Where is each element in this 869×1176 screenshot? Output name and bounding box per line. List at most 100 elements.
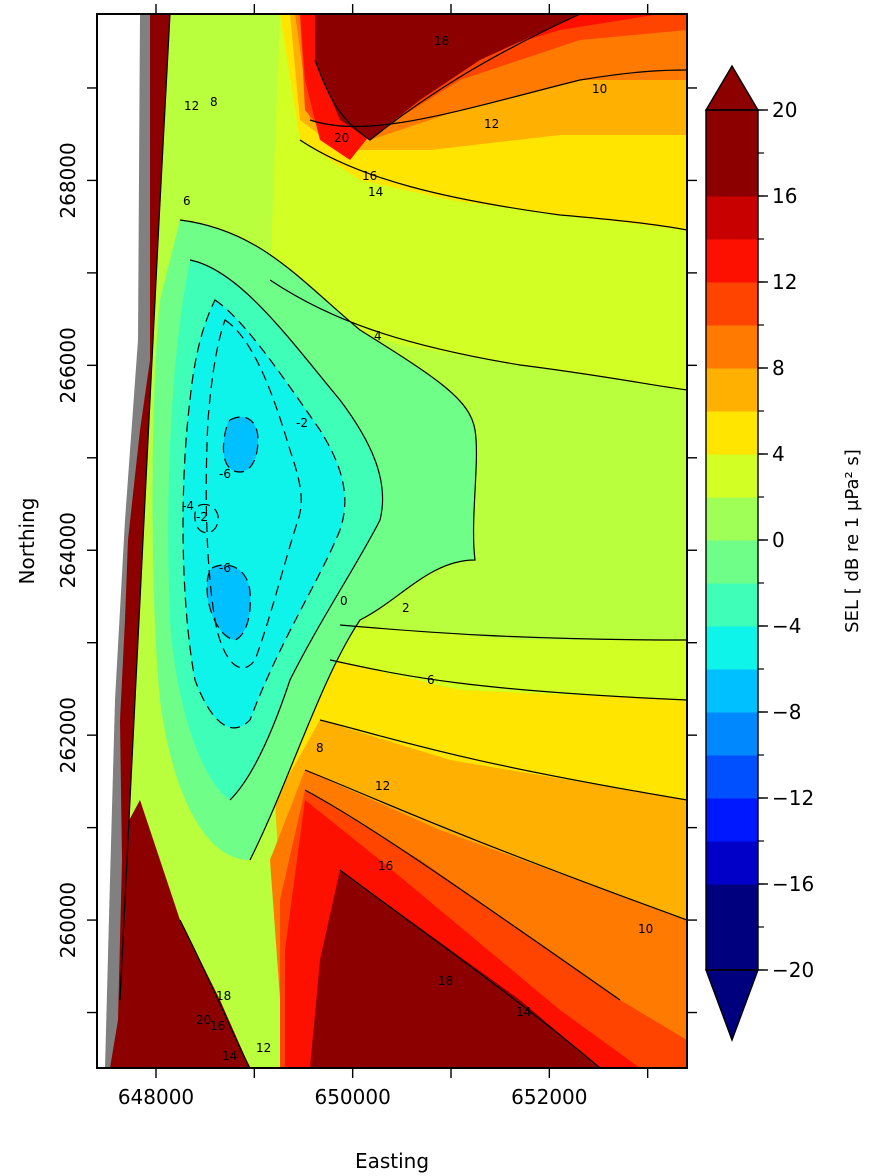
colorbar-band xyxy=(706,325,758,369)
band-basin-m6-m4-a xyxy=(223,416,258,472)
contour-line xyxy=(329,659,687,701)
contour-label: 16 xyxy=(362,169,377,183)
contour-line xyxy=(179,919,251,1068)
contour-label: -6 xyxy=(219,561,231,575)
colorbar-band xyxy=(706,454,758,498)
contour-line xyxy=(182,299,346,729)
contour-label: 6 xyxy=(183,194,191,208)
contour-label: 12 xyxy=(256,1041,271,1055)
contour-line xyxy=(314,14,581,141)
colorbar-band xyxy=(706,626,758,670)
band-lower-max xyxy=(310,870,600,1068)
colorbar-band xyxy=(706,239,758,283)
contour-line xyxy=(339,869,601,1068)
colorbar-tick-label: 4 xyxy=(772,442,785,466)
contour-label: -6 xyxy=(219,467,231,481)
contour-label: 10 xyxy=(638,922,653,936)
contour-label: -2 xyxy=(196,510,208,524)
contour-label: 8 xyxy=(316,741,324,755)
contour-label: 0 xyxy=(340,594,348,608)
land-mask-white xyxy=(97,14,140,1068)
colorbar-tick-label: 16 xyxy=(772,184,797,208)
colorbar-tick-label: 8 xyxy=(772,356,785,380)
contour-line xyxy=(189,259,384,801)
colorbar-tick-label: 0 xyxy=(772,528,785,552)
x-tick-label: 652000 xyxy=(511,1085,587,1109)
contour-label: 14 xyxy=(222,1049,237,1063)
colorbar-band xyxy=(706,153,758,197)
contour-label: 6 xyxy=(427,673,435,687)
colorbar: 20 16 12 8 4 0 −4 −8 −12 −16 −20 xyxy=(704,64,814,1043)
contour-line xyxy=(339,624,687,641)
contour-line xyxy=(319,719,687,801)
colorbar-tick-label: 20 xyxy=(772,98,797,122)
colorbar-band xyxy=(706,368,758,412)
colorbar-tick-label: −12 xyxy=(772,786,814,810)
colorbar-band xyxy=(706,927,758,970)
colorbar-tick-label: 12 xyxy=(772,270,797,294)
colorbar-band xyxy=(706,540,758,584)
contour-label: 18 xyxy=(434,34,449,48)
colorbar-tick-label: −4 xyxy=(772,614,801,638)
contour-label: 18 xyxy=(438,974,453,988)
colorbar-extend-min xyxy=(704,969,760,1043)
colorbar-band xyxy=(706,798,758,842)
contour-line xyxy=(304,789,621,1001)
colorbar-band xyxy=(706,110,758,153)
contour-label: 12 xyxy=(375,779,390,793)
contour-label: 16 xyxy=(378,859,393,873)
contour-line xyxy=(206,564,251,641)
band-coast-lower-left-max xyxy=(97,800,250,1068)
contour-label: 14 xyxy=(368,185,383,199)
contour-line xyxy=(194,503,219,534)
contour-line xyxy=(205,319,302,669)
contour-label: 12 xyxy=(184,99,199,113)
x-tick-label: 648000 xyxy=(118,1085,194,1109)
contour-line xyxy=(269,279,687,391)
colorbar-extend-max xyxy=(704,64,760,111)
contour-lines-positive xyxy=(119,14,687,1068)
y-tick-label: 268000 xyxy=(56,142,80,218)
x-axis: 648000 650000 652000 xyxy=(118,4,649,1109)
x-axis-label: Easting xyxy=(355,1149,429,1173)
contour-label: 8 xyxy=(210,95,218,109)
y-axis-label: Northing xyxy=(15,498,39,585)
contour-label: 14 xyxy=(516,1005,531,1019)
band-upper-max xyxy=(315,14,580,140)
contour-plot-area: 12 8 6 4 2 -2 -6 -4 -2 -6 0 6 8 12 16 18… xyxy=(97,14,687,1068)
x-tick-label: 650000 xyxy=(314,1085,390,1109)
colorbar-band xyxy=(706,669,758,713)
y-axis: 260000 262000 264000 266000 268000 xyxy=(56,87,697,1014)
y-tick-label: 266000 xyxy=(56,327,80,403)
y-tick-label: 264000 xyxy=(56,512,80,588)
colorbar-tick-label: −8 xyxy=(772,700,801,724)
colorbar-band xyxy=(706,583,758,627)
y-tick-label: 262000 xyxy=(56,697,80,773)
colorbar-tick-label: −20 xyxy=(772,958,814,982)
contour-label: -2 xyxy=(296,416,308,430)
colorbar-band xyxy=(706,841,758,885)
contour-line xyxy=(299,139,687,231)
contour-label: 20 xyxy=(196,1013,211,1027)
colorbar-band xyxy=(706,712,758,756)
band-basin-m6-m4-b xyxy=(207,565,251,640)
contour-labels: 12 8 6 4 2 -2 -6 -4 -2 -6 0 6 8 12 16 18… xyxy=(182,34,653,1063)
contour-line xyxy=(309,69,687,128)
contour-line xyxy=(222,416,259,473)
contour-label: 20 xyxy=(334,131,349,145)
contour-line xyxy=(119,14,171,1001)
contour-line xyxy=(179,219,478,861)
colorbar-band xyxy=(706,282,758,326)
plot-frame xyxy=(96,13,688,1069)
contour-label: 18 xyxy=(216,989,231,1003)
colorbar-band xyxy=(706,497,758,541)
colorbar-band xyxy=(706,411,758,455)
colorbar-tick-label: −16 xyxy=(772,872,814,896)
y-tick-label: 260000 xyxy=(56,882,80,958)
contour-label: 12 xyxy=(484,117,499,131)
contour-lines-negative xyxy=(182,299,346,729)
colorbar-band xyxy=(706,884,758,928)
contour-label: 4 xyxy=(374,329,382,343)
colorbar-band xyxy=(706,196,758,240)
